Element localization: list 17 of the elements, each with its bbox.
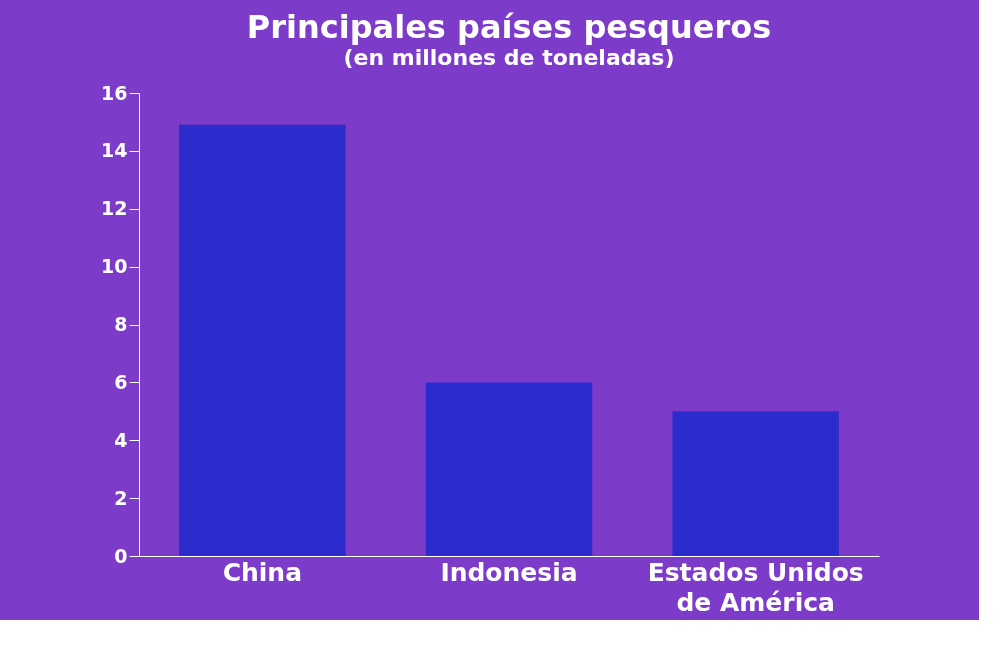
chart-title: Principales países pesqueros xyxy=(246,8,772,46)
bar xyxy=(672,411,839,556)
chart-subtitle: (en millones de toneladas) xyxy=(343,45,675,70)
bar xyxy=(425,382,593,556)
y-tick-label: 14 xyxy=(101,139,128,162)
y-tick-label: 4 xyxy=(114,428,128,451)
bar xyxy=(179,124,346,556)
y-tick-label: 2 xyxy=(114,486,128,509)
y-tick-label: 10 xyxy=(101,255,128,278)
x-tick-label: China xyxy=(222,557,303,587)
x-tick-label: Indonesia xyxy=(440,557,578,587)
y-tick-label: 6 xyxy=(114,370,128,393)
y-tick-label: 0 xyxy=(114,544,128,567)
y-tick-label: 16 xyxy=(101,81,128,104)
y-tick-label: 12 xyxy=(101,197,128,220)
y-tick-label: 8 xyxy=(114,313,128,335)
x-tick-label: Estados Unidos de América xyxy=(647,557,864,617)
